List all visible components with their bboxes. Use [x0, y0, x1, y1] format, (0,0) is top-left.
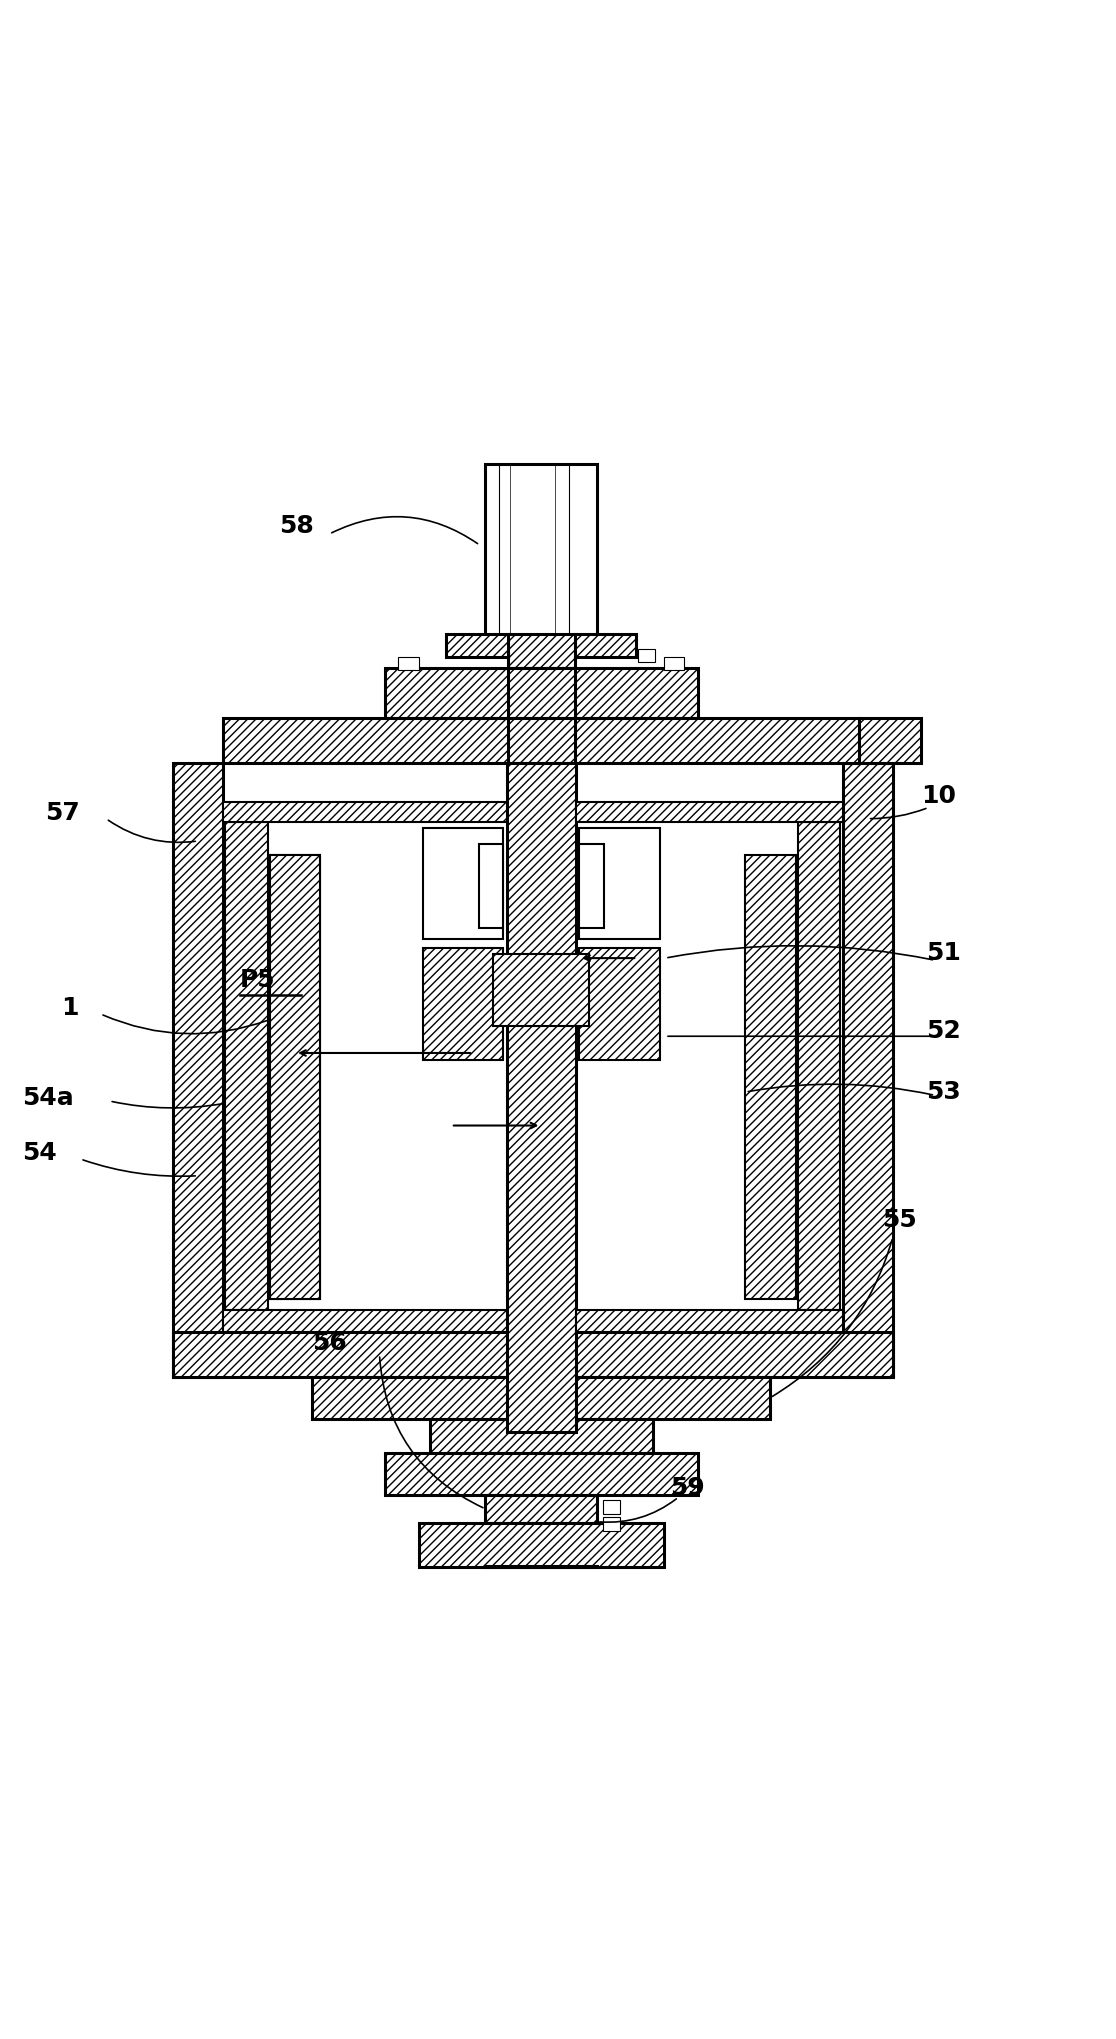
Text: 57: 57	[45, 801, 79, 826]
Bar	[398, 657, 418, 671]
Bar	[859, 718, 921, 763]
Bar	[664, 657, 684, 671]
Text: P5: P5	[240, 969, 276, 993]
Text: 59: 59	[670, 1476, 704, 1501]
Bar	[418, 1523, 664, 1568]
Bar	[508, 718, 575, 763]
Bar	[270, 856, 320, 1299]
Bar	[575, 634, 636, 657]
Bar	[173, 1331, 893, 1376]
Bar	[446, 634, 508, 657]
Text: 1: 1	[61, 997, 79, 1020]
Bar	[485, 463, 597, 636]
Bar	[223, 1309, 507, 1331]
Bar	[507, 763, 576, 1433]
Bar	[485, 1495, 597, 1523]
Text: 58: 58	[279, 514, 314, 538]
Bar	[508, 634, 575, 669]
Bar	[576, 801, 843, 822]
Bar	[223, 763, 843, 1331]
Bar	[223, 718, 859, 763]
Bar	[843, 763, 893, 1376]
Bar	[385, 669, 698, 718]
Bar	[745, 856, 796, 1299]
Bar	[579, 844, 604, 928]
Text: 56: 56	[312, 1331, 347, 1356]
Bar	[225, 822, 268, 1309]
Bar	[423, 828, 503, 940]
Text: 54a: 54a	[22, 1085, 74, 1109]
Bar	[579, 828, 660, 940]
Text: 52: 52	[926, 1020, 961, 1042]
Bar	[430, 1419, 653, 1452]
Bar	[385, 1452, 698, 1495]
Bar	[603, 1501, 620, 1513]
Bar	[603, 1517, 620, 1531]
Bar	[493, 954, 589, 1026]
Bar	[270, 856, 320, 1299]
Text: 51: 51	[926, 940, 961, 964]
Bar	[638, 648, 655, 663]
Bar	[579, 948, 660, 1060]
Bar	[223, 801, 507, 822]
Bar	[479, 844, 503, 928]
Text: 10: 10	[921, 785, 955, 807]
Text: 55: 55	[882, 1209, 916, 1232]
Bar	[576, 1309, 843, 1331]
Bar	[423, 948, 503, 1060]
Text: 53: 53	[926, 1081, 961, 1103]
Bar	[798, 822, 840, 1309]
Bar	[173, 763, 223, 1376]
Bar	[312, 1376, 770, 1419]
Bar	[508, 669, 575, 718]
Text: 54: 54	[22, 1142, 57, 1166]
